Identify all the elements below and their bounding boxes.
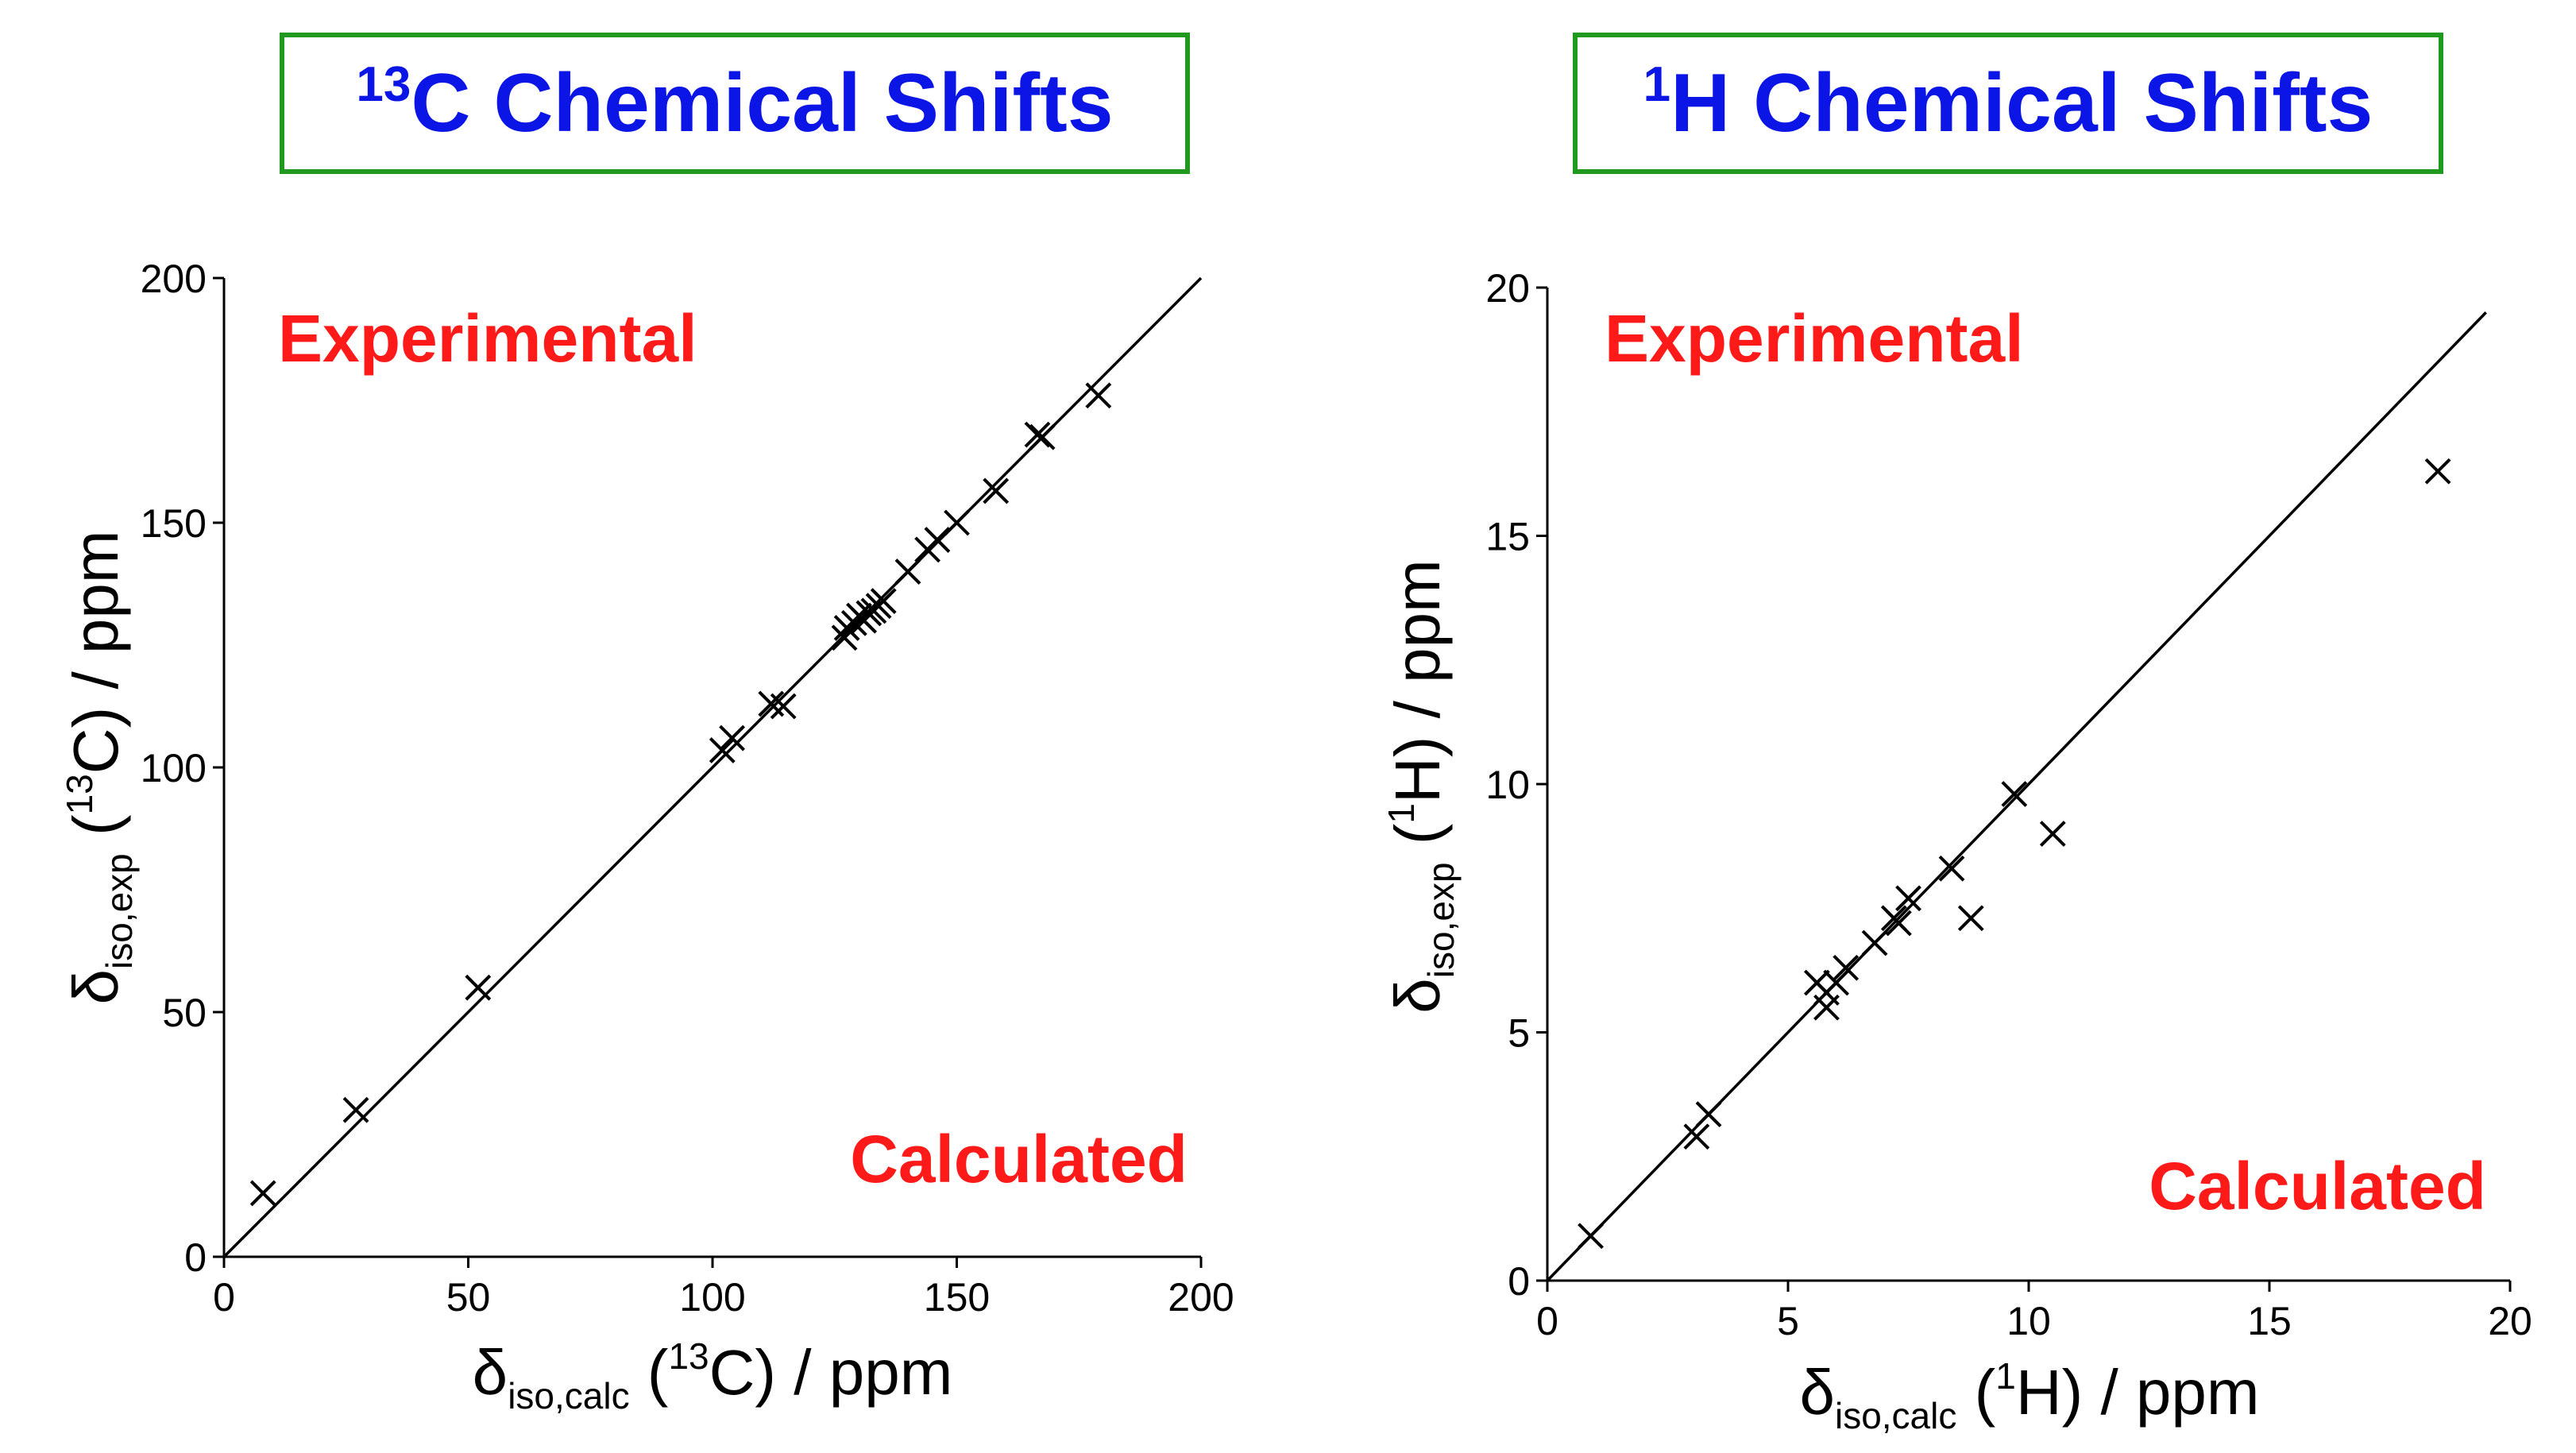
proton-data-point xyxy=(1823,969,1850,996)
carbon-data-point xyxy=(831,624,858,651)
carbon-y-tick-label: 150 xyxy=(141,501,207,546)
carbon-y-tick-label: 200 xyxy=(141,257,207,301)
carbon-y-axis-label: δiso,exp (13C) / ppm xyxy=(59,530,140,1004)
carbon-title-superscript: 13 xyxy=(356,57,411,112)
proton-x-tick-label: 10 xyxy=(2006,1299,2051,1343)
carbon-data-point xyxy=(944,509,970,536)
proton-y-ticks: 0 5 10 15 20 xyxy=(1485,266,1547,1304)
carbon-data-point xyxy=(1024,421,1051,448)
proton-x-tick-label: 0 xyxy=(1536,1299,1558,1343)
carbon-data-point xyxy=(770,693,797,720)
proton-title-superscript: 1 xyxy=(1643,57,1670,112)
carbon-data-point xyxy=(709,737,736,763)
proton-annotation-experimental: Experimental xyxy=(1605,301,2024,376)
carbon-x-label-open: ( xyxy=(630,1337,669,1408)
carbon-data-points xyxy=(249,382,1112,1207)
proton-y-label-nucleus: H) / ppm xyxy=(1382,559,1453,803)
proton-data-point xyxy=(2039,821,2066,847)
carbon-y-ticks: 0 50 100 150 200 xyxy=(141,257,224,1280)
carbon-data-point xyxy=(870,588,897,614)
carbon-annotation-calculated: Calculated xyxy=(850,1122,1188,1196)
proton-x-axis-label: δiso,calc (1H) / ppm xyxy=(1799,1355,2259,1436)
proton-x-label-delta: δ xyxy=(1799,1357,1835,1428)
proton-x-label-nucleus: H) / ppm xyxy=(2016,1357,2260,1428)
carbon-title-main: C Chemical Shifts xyxy=(411,57,1113,149)
proton-data-point xyxy=(1861,929,1888,956)
proton-y-tick-label: 10 xyxy=(1485,763,1530,807)
proton-x-ticks: 0 5 10 15 20 xyxy=(1536,1281,2532,1343)
proton-data-point xyxy=(1957,905,1984,932)
carbon-x-ticks: 0 50 100 150 200 xyxy=(213,1257,1234,1320)
carbon-y-label-subscript: iso,exp xyxy=(98,853,140,969)
proton-y-tick-label: 20 xyxy=(1485,266,1530,311)
proton-title-main: H Chemical Shifts xyxy=(1670,57,2373,149)
carbon-x-label-subscript: iso,calc xyxy=(508,1375,629,1416)
proton-x-label-superscript: 1 xyxy=(1995,1355,2016,1397)
proton-plot-area: 0 5 10 15 20 0 5 10 15 20 xyxy=(1485,266,2532,1343)
carbon-data-point xyxy=(894,558,921,585)
carbon-y-label-superscript: 13 xyxy=(59,774,100,814)
proton-data-point xyxy=(2001,781,2028,807)
proton-data-point xyxy=(1885,910,1912,937)
proton-data-point xyxy=(1938,855,1965,882)
carbon-data-point xyxy=(1029,423,1056,450)
carbon-diagonal-line xyxy=(222,276,1203,1258)
proton-data-point xyxy=(1813,994,1840,1021)
carbon-data-point xyxy=(1085,382,1112,409)
carbon-x-tick-label: 0 xyxy=(213,1275,235,1320)
carbon-y-tick-label: 100 xyxy=(141,746,207,790)
carbon-data-point xyxy=(342,1096,369,1123)
proton-y-label-delta: δ xyxy=(1382,978,1453,1014)
carbon-chart-panel: 13C Chemical Shifts 0 50 100 150 200 0501001… xyxy=(59,33,1234,1416)
proton-x-tick-label: 20 xyxy=(2488,1299,2532,1343)
carbon-x-label-delta: δ xyxy=(473,1337,508,1408)
carbon-y-tick-label: 0 xyxy=(184,1235,207,1280)
proton-y-label-open: ( xyxy=(1382,823,1453,862)
carbon-x-label-nucleus: C) / ppm xyxy=(709,1337,953,1408)
carbon-x-tick-label: 100 xyxy=(679,1275,745,1320)
carbon-x-tick-label: 150 xyxy=(924,1275,990,1320)
carbon-data-point xyxy=(249,1180,276,1207)
proton-data-points xyxy=(1578,458,2451,1250)
carbon-annotation-experimental: Experimental xyxy=(278,301,697,376)
proton-x-label-open: ( xyxy=(1956,1357,1995,1428)
proton-y-tick-label: 15 xyxy=(1485,515,1530,559)
carbon-x-tick-label: 200 xyxy=(1168,1275,1234,1320)
proton-x-tick-label: 15 xyxy=(2247,1299,2292,1343)
carbon-data-point xyxy=(719,725,746,752)
carbon-y-label-nucleus: C) / ppm xyxy=(60,530,131,774)
carbon-data-point xyxy=(840,609,867,636)
carbon-y-label-open: ( xyxy=(60,814,131,853)
proton-y-tick-label: 5 xyxy=(1508,1011,1530,1056)
carbon-x-tick-label: 50 xyxy=(446,1275,491,1320)
proton-y-label-subscript: iso,exp xyxy=(1420,862,1462,978)
proton-data-point xyxy=(2424,458,2451,485)
proton-data-point xyxy=(1578,1223,1604,1250)
carbon-title: 13C Chemical Shifts xyxy=(356,57,1113,149)
proton-annotation-calculated: Calculated xyxy=(2149,1149,2486,1223)
proton-y-label-superscript: 1 xyxy=(1381,803,1422,824)
proton-x-tick-label: 5 xyxy=(1777,1299,1799,1343)
proton-y-tick-label: 0 xyxy=(1508,1259,1530,1304)
carbon-title-box xyxy=(280,33,1190,174)
proton-data-point xyxy=(1833,954,1860,981)
carbon-plot-area: 0 50 100 150 200 0 50 100 150 200 xyxy=(141,257,1234,1320)
carbon-data-point xyxy=(983,477,1010,504)
proton-title: 1H Chemical Shifts xyxy=(1643,57,2373,149)
carbon-data-point xyxy=(465,974,492,1001)
proton-title-box xyxy=(1573,33,2443,174)
carbon-y-tick-label: 50 xyxy=(162,991,207,1035)
carbon-data-point xyxy=(924,527,951,553)
proton-x-label-subscript: iso,calc xyxy=(1835,1395,1956,1436)
proton-y-axis-label: δiso,exp (1H) / ppm xyxy=(1381,559,1462,1013)
proton-data-point xyxy=(1695,1101,1722,1128)
carbon-y-label-delta: δ xyxy=(60,969,131,1005)
carbon-x-label-superscript: 13 xyxy=(668,1335,709,1377)
proton-data-point xyxy=(1895,885,1921,912)
carbon-x-axis-label: δiso,calc (13C) / ppm xyxy=(473,1335,953,1416)
proton-data-point xyxy=(1683,1123,1710,1150)
